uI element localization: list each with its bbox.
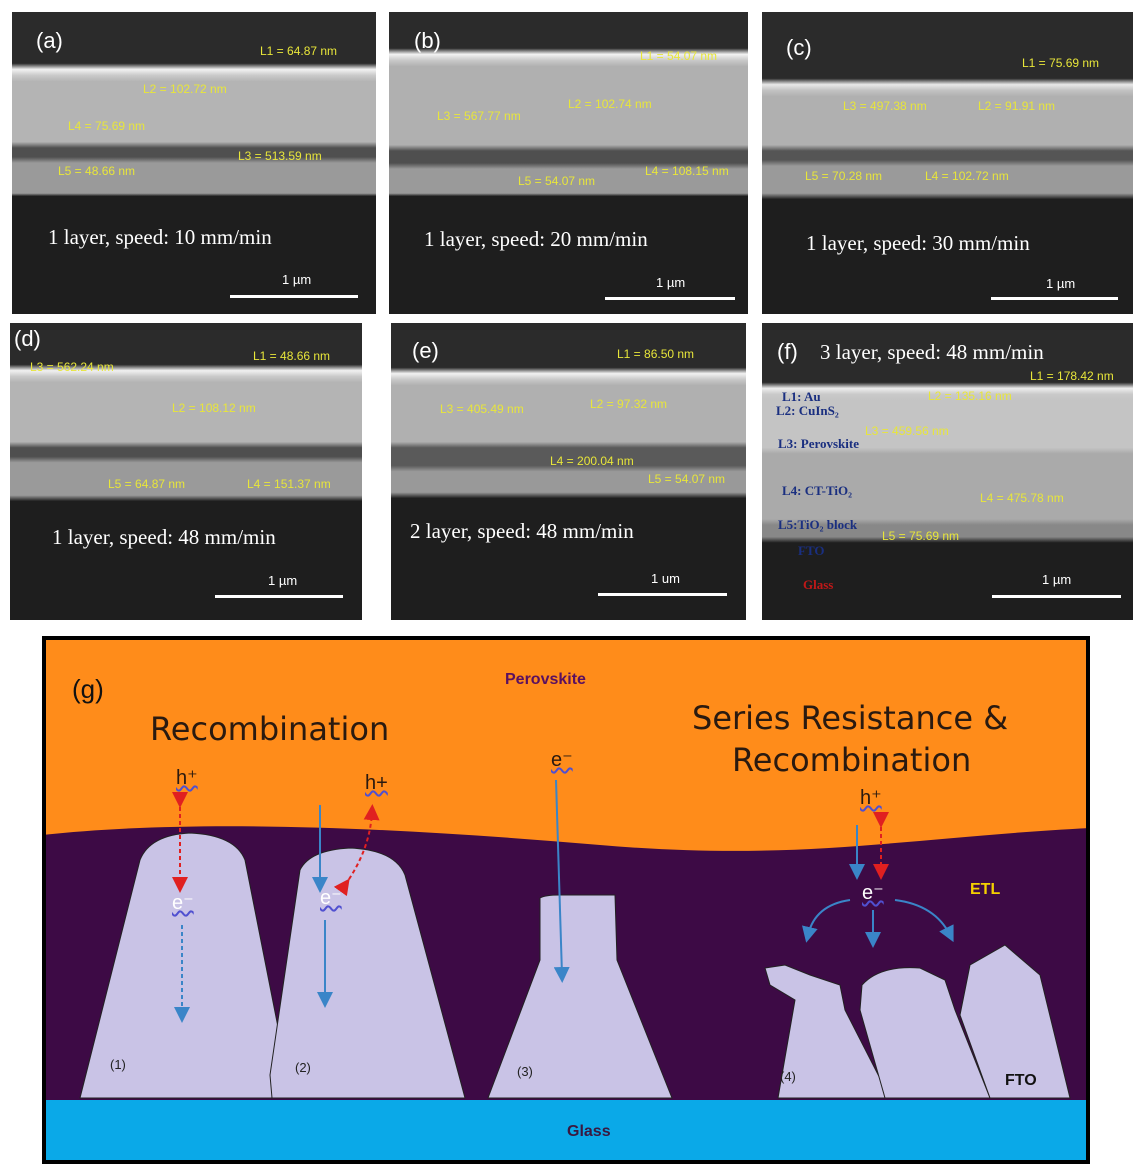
- grain-label: (4): [780, 1070, 796, 1083]
- measurement: L1 = 75.69 nm: [1022, 57, 1099, 69]
- scale-bar: [598, 593, 727, 596]
- panel-label: (f): [777, 341, 798, 363]
- measurement: L5 = 70.28 nm: [805, 170, 882, 182]
- page: (() => { const data = JSON.parse(documen…: [0, 0, 1133, 1164]
- scale-bar: [991, 297, 1118, 300]
- measurement: L1 = 178.42 nm: [1030, 370, 1114, 382]
- layer-label: ETL: [970, 882, 1000, 898]
- panel-label: (g): [72, 676, 104, 702]
- measurement: L3 = 562.24 nm: [30, 361, 114, 373]
- grain-label: (3): [517, 1065, 533, 1078]
- measurement: L4 = 151.37 nm: [247, 478, 331, 490]
- measurement: L3 = 497.38 nm: [843, 100, 927, 112]
- caption: 1 layer, speed: 10 mm/min: [48, 227, 272, 248]
- measurement: L5 = 54.07 nm: [648, 473, 725, 485]
- measurement: L2 = 97.32 nm: [590, 398, 667, 410]
- scale-label: 1 um: [651, 572, 680, 585]
- measurement: L4 = 75.69 nm: [68, 120, 145, 132]
- heading: Series Resistance &: [692, 702, 1008, 734]
- glass-layer: [42, 1100, 1090, 1164]
- heading: Recombination: [150, 713, 389, 745]
- measurement: L4 = 200.04 nm: [550, 455, 634, 467]
- layer-legend: L2: CuInS₂: [776, 404, 839, 417]
- scale-bar: [605, 297, 735, 300]
- measurement: L3 = 459.56 nm: [865, 425, 949, 437]
- scale-label: 1 µm: [1046, 277, 1075, 290]
- measurement: L1 = 86.50 nm: [617, 348, 694, 360]
- panel-label: (a): [36, 30, 63, 52]
- measurement: L2 = 108.12 nm: [172, 402, 256, 414]
- layer-legend: L4: CT-TiO₂: [782, 484, 852, 497]
- measurement: L1 = 64.87 nm: [260, 45, 337, 57]
- scale-label: 1 µm: [268, 574, 297, 587]
- layer-legend: L1: Au: [782, 390, 821, 403]
- panel-label: (d): [14, 328, 41, 350]
- scale-bar: [992, 595, 1121, 598]
- measurement: L5 = 48.66 nm: [58, 165, 135, 177]
- layer-legend: L5:TiO₂ block: [778, 518, 857, 531]
- measurement: L3 = 513.59 nm: [238, 150, 322, 162]
- measurement: L5 = 64.87 nm: [108, 478, 185, 490]
- caption: 1 layer, speed: 30 mm/min: [806, 233, 1030, 254]
- sem-f: [762, 323, 1133, 620]
- layer-label: FTO: [1005, 1073, 1037, 1089]
- scale-label: 1 µm: [656, 276, 685, 289]
- charge: e⁻: [551, 750, 573, 770]
- panel-label: (b): [414, 30, 441, 52]
- measurement: L4 = 475.78 nm: [980, 492, 1064, 504]
- panel-label: (c): [786, 37, 812, 59]
- scale-label: 1 µm: [282, 273, 311, 286]
- charge: h⁺: [176, 768, 198, 788]
- measurement: L1 = 48.66 nm: [253, 350, 330, 362]
- panel-label: (e): [412, 340, 439, 362]
- layer-legend: Glass: [803, 578, 833, 591]
- scale-bar: [230, 295, 358, 298]
- grain-label: (1): [110, 1058, 126, 1071]
- heading: Recombination: [732, 744, 971, 776]
- layer-legend: L3: Perovskite: [778, 437, 859, 450]
- charge: e⁻: [862, 883, 884, 903]
- charge: e⁻: [320, 888, 342, 908]
- layer-legend: FTO: [798, 544, 825, 557]
- charge: h⁺: [860, 788, 882, 808]
- measurement: L3 = 405.49 nm: [440, 403, 524, 415]
- measurement: L5 = 75.69 nm: [882, 530, 959, 542]
- scale-bar: [215, 595, 343, 598]
- grain-label: (2): [295, 1061, 311, 1074]
- layer-label: Perovskite: [505, 672, 586, 688]
- caption: 3 layer, speed: 48 mm/min: [820, 342, 1044, 363]
- measurement: L2 = 135.16 nm: [928, 390, 1012, 402]
- charge: h+: [365, 773, 388, 793]
- caption: 2 layer, speed: 48 mm/min: [410, 521, 634, 542]
- measurement: L5 = 54.07 nm: [518, 175, 595, 187]
- measurement: L1 = 54.07 nm: [640, 50, 717, 62]
- measurement: L2 = 91.91 nm: [978, 100, 1055, 112]
- caption: 1 layer, speed: 48 mm/min: [52, 527, 276, 548]
- measurement: L4 = 108.15 nm: [645, 165, 729, 177]
- scale-label: 1 µm: [1042, 573, 1071, 586]
- measurement: L2 = 102.74 nm: [568, 98, 652, 110]
- layer-label: Glass: [567, 1124, 611, 1140]
- charge: e⁻: [172, 893, 194, 913]
- measurement: L4 = 102.72 nm: [925, 170, 1009, 182]
- caption: 1 layer, speed: 20 mm/min: [424, 229, 648, 250]
- measurement: L3 = 567.77 nm: [437, 110, 521, 122]
- measurement: L2 = 102.72 nm: [143, 83, 227, 95]
